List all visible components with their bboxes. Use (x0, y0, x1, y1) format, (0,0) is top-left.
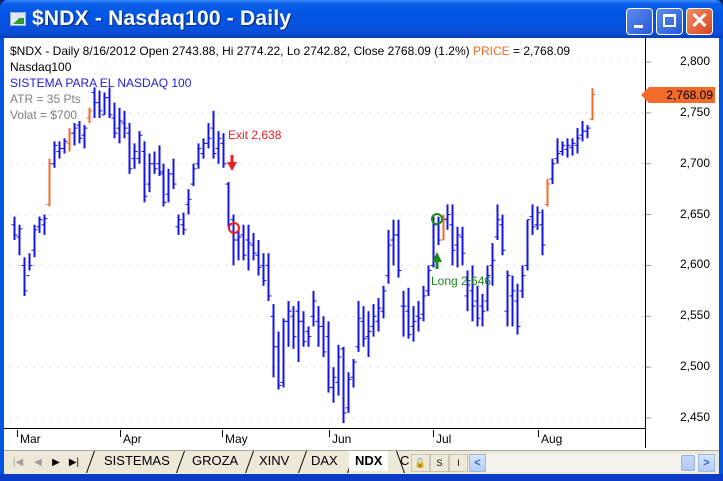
tab-groza[interactable]: GROZA (192, 453, 239, 468)
minimize-button[interactable] (626, 8, 653, 35)
quote-summary: $NDX - Daily 8/16/2012 Open 2743.88, Hi … (10, 44, 473, 58)
exit-signal-label: Exit 2,638 (228, 128, 282, 142)
first-sheet-button[interactable]: |◀ (12, 457, 24, 468)
close-button[interactable]: ✕ (686, 8, 713, 35)
scale-i-icon: I (457, 458, 460, 468)
month-label-apr: Apr (120, 430, 142, 446)
quote-header: $NDX - Daily 8/16/2012 Open 2743.88, Hi … (10, 44, 643, 60)
lock-button[interactable]: 🔓 (411, 454, 430, 472)
scale-s-icon: S (436, 458, 443, 468)
price-axis-label: 2,600 (679, 257, 710, 272)
last-price-tag: 2,768.09 (641, 87, 715, 103)
tab-c[interactable]: C (400, 453, 410, 468)
last-sheet-button[interactable]: ▶| (68, 457, 80, 468)
price-axis-label: 2,450 (679, 410, 710, 424)
maximize-icon (663, 14, 676, 27)
scroll-left-button[interactable]: < (469, 454, 486, 472)
scale-i-button[interactable]: I (449, 454, 468, 472)
month-label-aug: Aug (537, 430, 563, 446)
price-axis-label: 2,550 (679, 308, 710, 323)
month-label-mar: Mar (17, 430, 41, 446)
chart-app-icon (10, 12, 26, 26)
tab-ndx[interactable]: NDX (349, 451, 389, 471)
lock-icon: 🔓 (414, 458, 427, 468)
close-icon: ✕ (690, 8, 709, 33)
month-label-jul: Jul (432, 430, 452, 446)
tab-xinv[interactable]: XINV (259, 453, 290, 468)
system-name: SISTEMA PARA EL NASDAQ 100 (10, 76, 192, 90)
price-axis-label: 2,700 (679, 155, 710, 170)
prev-sheet-button[interactable]: ◀ (34, 457, 42, 468)
scrollbar-thumb[interactable] (681, 455, 695, 471)
next-sheet-button[interactable]: ▶ (52, 457, 60, 468)
chart-area[interactable] (4, 38, 719, 450)
scroll-right-button[interactable]: > (698, 454, 715, 472)
atr-value: ATR = 35 Pts (10, 92, 81, 106)
volatility-value: Volat = $700 (10, 108, 78, 122)
tab-sistemas[interactable]: SISTEMAS (104, 453, 170, 468)
month-label-jun: Jun (328, 430, 352, 446)
symbol-description: Nasdaq100 (10, 60, 72, 74)
price-axis-label: 2,800 (679, 54, 710, 68)
price-axis-label: 2,750 (679, 104, 710, 119)
long-signal-label: Long 2,646 (431, 274, 492, 288)
month-label-may: May (222, 430, 248, 446)
scale-s-button[interactable]: S (430, 454, 449, 472)
tab-dax[interactable]: DAX (311, 453, 338, 468)
price-axis-label: 2,650 (679, 206, 710, 221)
price-axis-label: 2,500 (679, 359, 710, 374)
window-title: $NDX - Nasdaq100 - Daily (32, 7, 292, 30)
window-bottom-border (0, 474, 723, 481)
price-indicator-label: PRICE (472, 44, 510, 58)
sheet-tab-bar: |◀ ◀ ▶ ▶| SISTEMAS GROZA XINV DAX NDX C … (4, 450, 719, 475)
maximize-button[interactable] (656, 8, 683, 35)
horizontal-scrollbar[interactable]: < > (469, 454, 715, 472)
title-bar[interactable]: $NDX - Nasdaq100 - Daily ✕ (0, 0, 723, 38)
price-indicator-value: = 2,768.09 (509, 44, 571, 58)
minimize-icon (634, 25, 643, 28)
